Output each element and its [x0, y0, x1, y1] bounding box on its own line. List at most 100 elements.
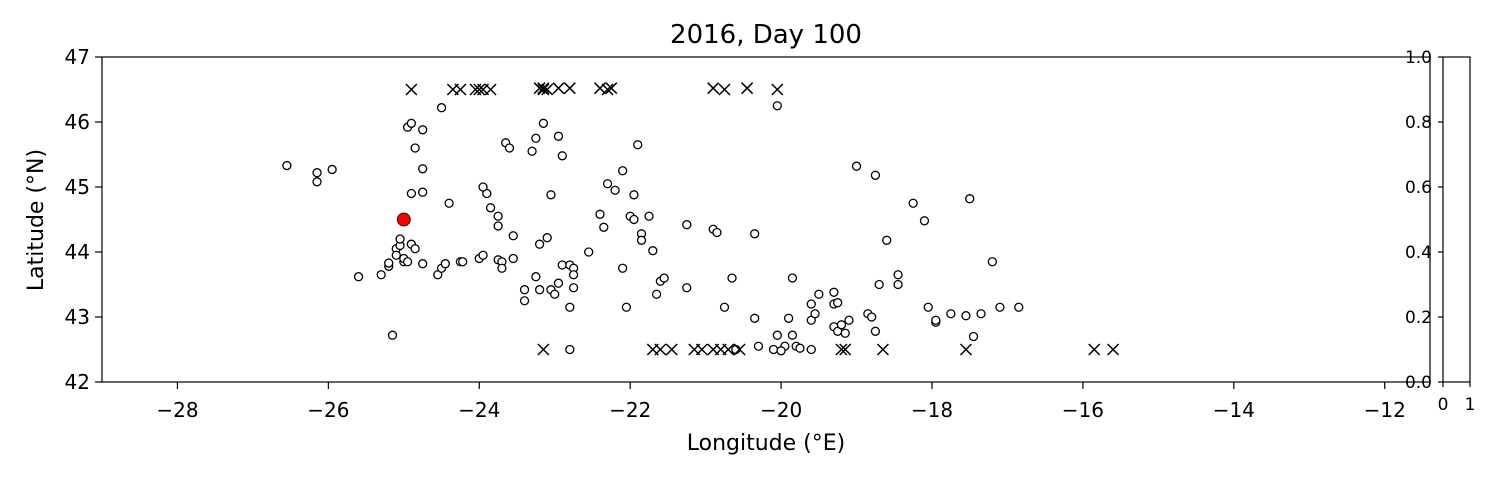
circle-point [753, 341, 764, 351]
circle-point [806, 344, 816, 355]
y-tick-label: 42 [65, 370, 90, 394]
x-tick-label: −20 [760, 398, 802, 422]
side-y-tick-label: 0.4 [1405, 243, 1432, 263]
circle-point [553, 131, 564, 141]
x-tick-label: −16 [1062, 398, 1104, 422]
circle-point [410, 143, 420, 153]
circle-point [968, 331, 979, 342]
circle-point [527, 146, 537, 156]
plot-frame [101, 56, 1431, 383]
x-marker-point [741, 82, 754, 95]
circle-point [534, 285, 545, 295]
circle-point [946, 309, 956, 319]
circle-point [485, 203, 496, 213]
circle-point [893, 270, 903, 280]
side-y-tick-label: 0.0 [1405, 373, 1432, 393]
x-tick-label: −22 [609, 398, 651, 422]
circle-point [312, 177, 322, 187]
circle-point [633, 140, 643, 150]
circle-point [621, 302, 632, 312]
circle-point [282, 160, 292, 171]
circle-point [531, 272, 541, 282]
circle-point [617, 166, 628, 176]
x-marker-point [1088, 343, 1101, 356]
circle-point [866, 312, 877, 322]
circle-point [538, 118, 549, 128]
circle-point [987, 257, 998, 267]
circle-point [712, 227, 722, 238]
highlight-point [396, 212, 411, 227]
circle-point [919, 216, 930, 226]
y-tick-label: 46 [65, 110, 90, 134]
x-marker-point [563, 82, 576, 95]
circle-point [648, 246, 658, 256]
circle-point [478, 182, 488, 192]
circle-point [768, 344, 779, 355]
circle-point [553, 278, 564, 288]
x-marker-point [405, 83, 418, 96]
x-marker-point [959, 343, 972, 356]
circle-point [508, 253, 518, 264]
circle-point [833, 298, 843, 308]
circle-point [440, 259, 450, 269]
x-marker-point [876, 343, 889, 356]
x-marker-point [695, 343, 708, 356]
y-tick-label: 43 [65, 305, 90, 329]
circle-point [504, 143, 515, 153]
circle-point [565, 302, 575, 312]
circle-point [599, 222, 609, 232]
y-tick-label: 45 [65, 175, 90, 199]
circle-point [542, 233, 552, 243]
x-marker-point [771, 83, 784, 96]
x-marker-point [839, 343, 852, 356]
circle-point [519, 296, 530, 306]
circle-point [458, 257, 468, 267]
y-axis-label: Latitude (°N) [24, 149, 49, 291]
circle-point [595, 209, 605, 219]
circle-point [493, 211, 503, 221]
circle-point [976, 309, 986, 319]
x-marker-point [484, 83, 497, 96]
side-y-tick-label: 1.0 [1405, 48, 1432, 68]
circle-point [602, 179, 613, 189]
circle-point [557, 151, 567, 161]
x-marker-point [665, 343, 678, 356]
x-marker-point [533, 82, 546, 95]
x-marker-point [552, 82, 565, 95]
x-marker-point [473, 83, 486, 96]
x-marker-point [722, 343, 735, 356]
x-marker-point [537, 82, 550, 95]
circle-point [418, 125, 428, 135]
circle-point [312, 168, 322, 178]
circle-point [814, 289, 824, 299]
x-tick-label: −14 [1213, 398, 1255, 422]
side-frame [1442, 56, 1471, 383]
circle-point [406, 188, 417, 199]
circle-point [651, 289, 662, 299]
circle-point [636, 235, 647, 245]
circle-point [772, 330, 782, 340]
x-marker-point [537, 343, 550, 356]
circle-point [851, 161, 862, 171]
circle-point [810, 309, 820, 319]
circle-point [353, 272, 364, 282]
circle-point [565, 344, 575, 355]
circle-point [508, 231, 518, 241]
circle-point [795, 343, 805, 353]
x-marker-point [605, 82, 618, 95]
circle-point [391, 250, 401, 260]
circle-point [776, 346, 786, 356]
circle-point [568, 283, 579, 293]
x-marker-point [718, 83, 731, 96]
circle-point [546, 190, 556, 200]
side-y-tick-label: 0.2 [1405, 308, 1432, 328]
circle-point [519, 285, 530, 295]
circle-point [787, 330, 798, 340]
x-tick-label: −12 [1364, 398, 1406, 422]
circle-point [418, 259, 428, 269]
side-x-tick-label: 0 [1438, 395, 1449, 415]
side-x-tick-label: 1 [1465, 395, 1476, 415]
circle-point [844, 315, 854, 325]
circle-point [870, 326, 881, 336]
